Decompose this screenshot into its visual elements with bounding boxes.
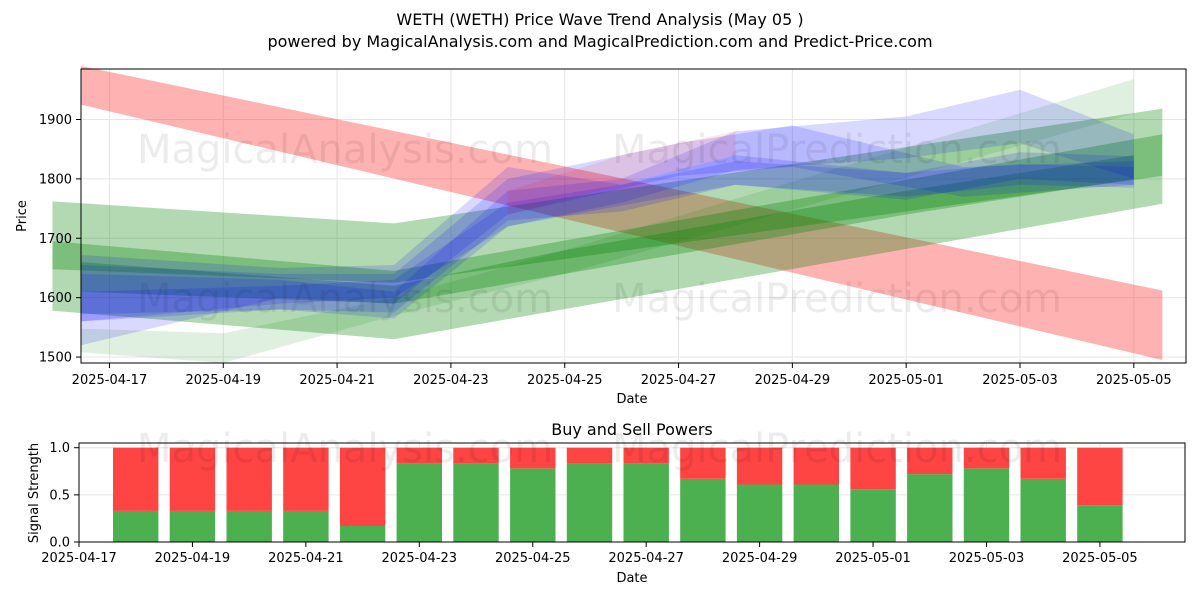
price-band-green-3 — [81, 155, 1134, 304]
buy-bar — [850, 489, 896, 542]
sell-bar — [339, 447, 386, 526]
watermark-analysis-mid: MagicalAnalysis.com — [137, 276, 553, 322]
buy-bar — [453, 463, 499, 542]
price-band-red-0 — [81, 66, 1163, 360]
signal-x-tick-label: 2025-05-05 — [1062, 551, 1138, 566]
price-band-green-2 — [52, 134, 1163, 340]
price-x-tick-label: 2025-04-25 — [527, 373, 603, 388]
watermark-analysis-bottom: MagicalAnalysis.com — [137, 426, 553, 472]
sell-bar — [453, 447, 499, 464]
price-x-tick-label: 2025-05-03 — [982, 373, 1058, 388]
price-band-blue-7 — [81, 125, 1134, 346]
signal-bars — [113, 447, 1123, 542]
sell-bar — [113, 447, 159, 511]
signal-x-tick-label: 2025-04-17 — [41, 551, 117, 566]
signal-x-tick-label: 2025-04-23 — [382, 551, 458, 566]
sell-bar — [907, 447, 953, 475]
buy-bar — [736, 484, 783, 542]
sell-bar — [850, 447, 896, 490]
signal-y-tick-label: 1.0 — [49, 441, 70, 456]
sell-bar — [1020, 447, 1066, 479]
price-y-tick-label: 1800 — [39, 172, 72, 187]
buy-bar — [963, 468, 1010, 542]
signal-y-ticks: 0.0 0.5 1.0 — [49, 441, 79, 551]
price-x-tick-label: 2025-04-19 — [185, 373, 261, 388]
price-y-ticks: 1500 1600 1700 1800 1900 — [39, 113, 81, 366]
price-chart: MagicalAnalysis.com MagicalPrediction.co… — [15, 66, 1187, 407]
signal-y-tick-label: 0.5 — [49, 488, 70, 503]
price-y-tick-label: 1700 — [39, 232, 72, 247]
price-x-tick-label: 2025-05-05 — [1096, 373, 1172, 388]
buy-bar — [623, 463, 669, 542]
price-x-tick-label: 2025-04-27 — [641, 373, 717, 388]
signal-x-ticks: 2025-04-17 2025-04-19 2025-04-21 2025-04-23… — [41, 542, 1138, 566]
sell-bar — [680, 447, 726, 479]
price-y-tick-label: 1500 — [39, 351, 72, 366]
buy-bar — [226, 510, 272, 542]
buy-bar — [169, 510, 216, 542]
sell-bar — [566, 447, 613, 464]
sell-bar — [226, 447, 272, 511]
sell-bar — [396, 447, 442, 464]
price-x-tick-label: 2025-04-21 — [299, 373, 375, 388]
signal-x-axis-label: Date — [616, 571, 647, 586]
sell-bar — [1077, 447, 1123, 506]
price-axes-frame — [80, 68, 1187, 364]
signal-x-tick-label: 2025-05-03 — [949, 551, 1025, 566]
watermark-prediction-top: MagicalPrediction.com — [612, 127, 1062, 173]
price-band-blue-8 — [81, 161, 1134, 322]
price-x-axis-label: Date — [616, 392, 647, 407]
buy-bar — [907, 474, 953, 542]
watermark-prediction-bottom: MagicalPrediction.com — [612, 426, 1062, 472]
price-x-tick-label: 2025-04-29 — [755, 373, 831, 388]
signal-x-tick-label: 2025-04-29 — [722, 551, 798, 566]
signal-chart: Buy and Sell Powers MagicalAnalysis.com … — [27, 420, 1186, 586]
price-band-red-9 — [507, 131, 736, 215]
sell-bar — [793, 447, 839, 485]
buy-bar — [283, 510, 329, 542]
chart-title: WETH (WETH) Price Wave Trend Analysis (M… — [396, 10, 803, 29]
price-band-blue-6 — [81, 89, 1134, 322]
price-grid — [81, 69, 1186, 363]
buy-bar — [1077, 505, 1123, 542]
buy-bar — [680, 478, 726, 542]
price-x-tick-label: 2025-04-23 — [413, 373, 489, 388]
watermark-prediction-mid: MagicalPrediction.com — [612, 276, 1062, 322]
chart-subtitle: powered by MagicalAnalysis.com and Magic… — [267, 32, 932, 51]
price-x-ticks: 2025-04-17 2025-04-19 2025-04-21 2025-04-23… — [72, 363, 1172, 388]
price-band-green-4 — [81, 79, 1134, 363]
price-x-tick-label: 2025-05-01 — [868, 373, 944, 388]
price-y-tick-label: 1600 — [39, 291, 72, 306]
price-band-blue-5 — [81, 152, 1134, 315]
buy-bar — [566, 463, 613, 542]
signal-axes-frame — [78, 442, 1186, 543]
signal-x-tick-label: 2025-05-01 — [835, 551, 911, 566]
sell-bar — [510, 447, 556, 469]
signal-x-tick-label: 2025-04-21 — [268, 551, 344, 566]
buy-bar — [1020, 478, 1066, 542]
signal-x-tick-label: 2025-04-25 — [495, 551, 571, 566]
price-band-green-1 — [52, 108, 1163, 283]
signal-y-axis-label: Signal Strength — [27, 443, 42, 543]
sell-bar — [169, 447, 216, 511]
signal-chart-title: Buy and Sell Powers — [551, 420, 713, 439]
sell-bar — [623, 447, 669, 464]
watermark-analysis-top: MagicalAnalysis.com — [137, 127, 553, 173]
price-bands — [52, 66, 1163, 363]
signal-x-tick-label: 2025-04-27 — [608, 551, 684, 566]
buy-bar — [113, 510, 159, 542]
signal-y-tick-label: 0.0 — [49, 536, 70, 551]
sell-bar — [736, 447, 783, 485]
buy-bar — [510, 468, 556, 542]
price-x-tick-label: 2025-04-17 — [72, 373, 148, 388]
sell-bar — [963, 447, 1010, 469]
buy-bar — [793, 484, 839, 542]
price-y-tick-label: 1900 — [39, 113, 72, 128]
buy-bar — [339, 526, 386, 542]
signal-x-tick-label: 2025-04-19 — [155, 551, 231, 566]
sell-bar — [283, 447, 329, 511]
buy-bar — [396, 463, 442, 542]
price-y-axis-label: Price — [15, 200, 30, 232]
